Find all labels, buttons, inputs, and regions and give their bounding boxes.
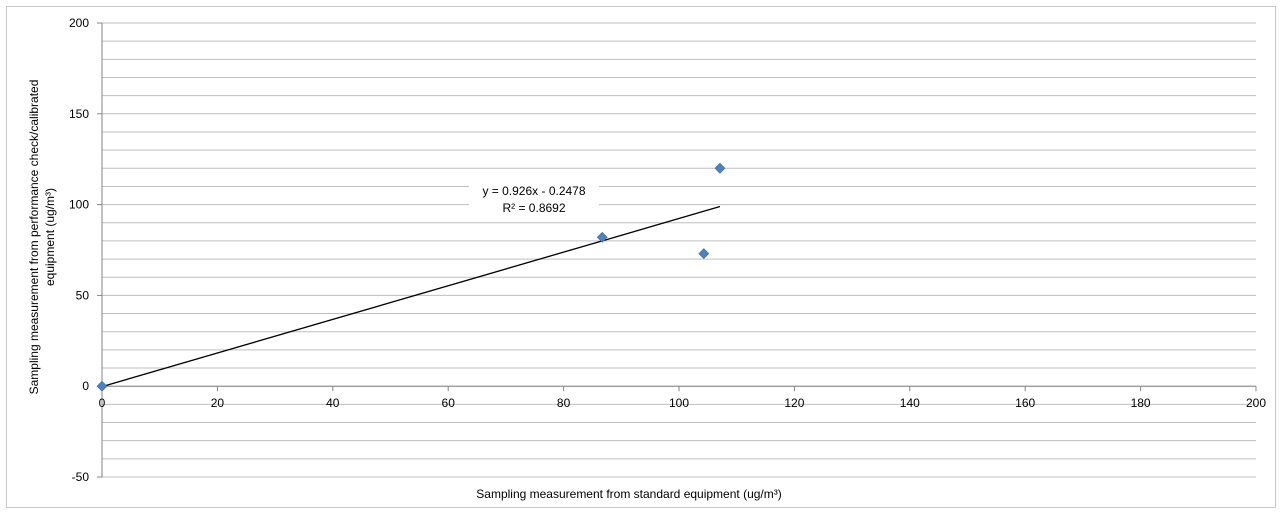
trendline-equation: y = 0.926x - 0.2478 — [482, 184, 585, 198]
y-tick-label: 50 — [76, 288, 90, 302]
x-tick-label: 0 — [99, 396, 106, 410]
x-tick-label: 80 — [557, 396, 571, 410]
trendline — [101, 205, 721, 388]
data-point — [714, 162, 726, 174]
x-tick-label: 200 — [1246, 396, 1266, 410]
y-tick-label: 0 — [82, 379, 89, 393]
x-tick-label: 100 — [669, 396, 689, 410]
data-point — [96, 380, 108, 392]
trendline-layer — [101, 205, 721, 388]
x-tick-label: 180 — [1131, 396, 1151, 410]
chart-container: 0 20 40 60 80 100 120 140 160 180 200 -50 0 50 100 150 2… — [6, 6, 1276, 508]
x-tick-label: 160 — [1015, 396, 1035, 410]
scatter-chart: 0 20 40 60 80 100 120 140 160 180 200 -50 0 50 100 150 2… — [27, 16, 1266, 501]
y-tick-label: 150 — [69, 107, 89, 121]
trendline-label-background — [469, 180, 599, 220]
trendline-r-squared: R² = 0.8692 — [502, 201, 565, 215]
y-axis-title: Sampling measurement from performance ch… — [27, 80, 57, 395]
axes — [97, 22, 1257, 478]
x-tick-label: 120 — [784, 396, 804, 410]
data-point — [596, 231, 608, 243]
y-tick-label: -50 — [72, 470, 90, 484]
y-tick-label: 200 — [69, 16, 89, 30]
y-axis-title-line-2: equipment (ug/m³) — [43, 188, 57, 286]
x-axis-title: Sampling measurement from standard equip… — [476, 487, 781, 501]
trendline-label-box: y = 0.926x - 0.2478 R² = 0.8692 — [469, 180, 599, 220]
x-tick-label: 20 — [211, 396, 225, 410]
data-point — [698, 248, 710, 260]
x-tick-label: 140 — [900, 396, 920, 410]
data-points — [96, 162, 726, 392]
y-tick-label: 100 — [69, 198, 89, 212]
y-axis-title-line-1: Sampling measurement from performance ch… — [27, 80, 41, 395]
x-tick-label: 40 — [326, 396, 340, 410]
x-tick-label: 60 — [442, 396, 456, 410]
tick-labels: 0 20 40 60 80 100 120 140 160 180 200 -50 0 50 100 150 2… — [69, 16, 1266, 484]
